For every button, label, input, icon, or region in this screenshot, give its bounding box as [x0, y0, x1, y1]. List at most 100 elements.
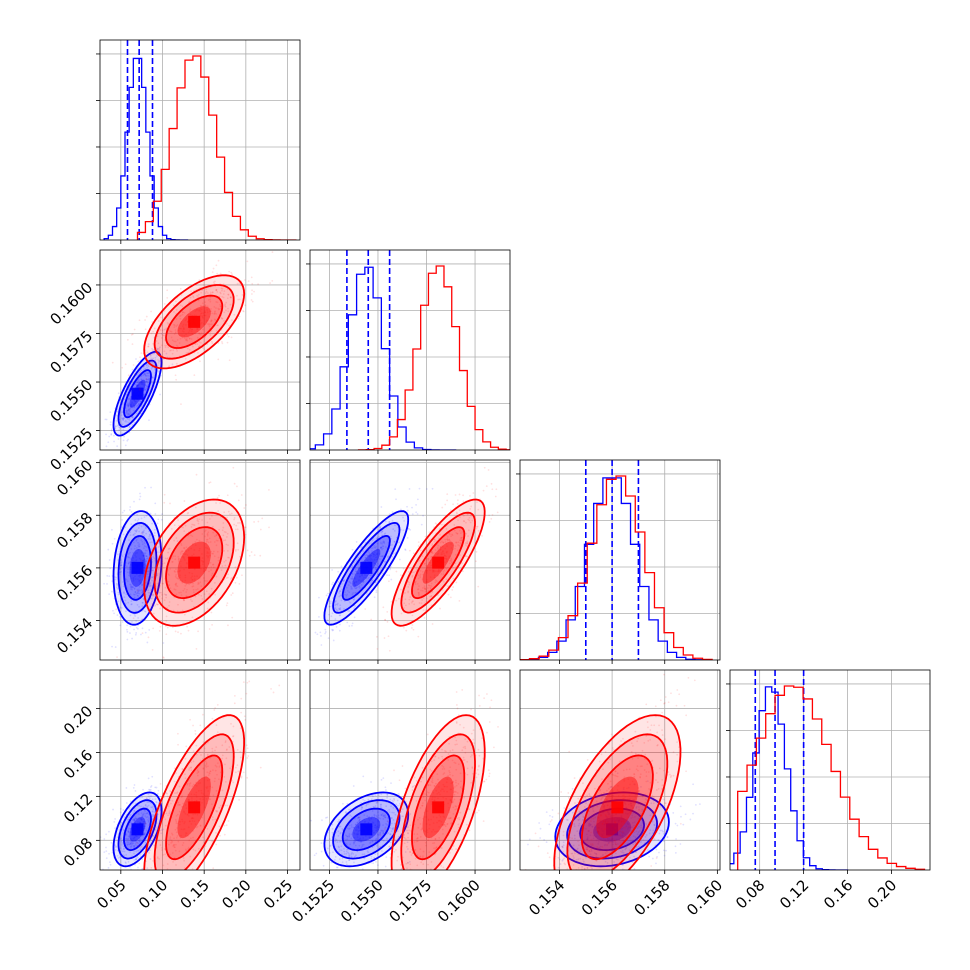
scatter-point: [129, 843, 132, 846]
scatter-point: [129, 563, 132, 566]
scatter-point: [123, 435, 126, 438]
scatter-point: [454, 736, 457, 739]
scatter-point: [224, 780, 227, 783]
scatter-point: [411, 789, 414, 791]
scatter-point: [439, 793, 441, 796]
scatter-point: [137, 360, 140, 363]
scatter-point: [121, 555, 124, 558]
scatter-point: [200, 312, 203, 315]
scatter-point: [116, 587, 119, 590]
scatter-point: [156, 792, 159, 795]
scatter-point: [227, 335, 230, 338]
scatter-point: [215, 765, 218, 768]
scatter-point: [200, 305, 203, 308]
scatter-point: [146, 573, 149, 576]
scatter-point: [470, 781, 473, 784]
scatter-point: [141, 584, 143, 587]
scatter-point: [152, 342, 154, 345]
scatter-point: [197, 293, 200, 296]
scatter-point: [378, 558, 381, 560]
scatter-point: [380, 829, 383, 832]
scatter-point: [366, 574, 369, 577]
scatter-point: [332, 639, 335, 642]
scatter-point: [135, 405, 138, 408]
scatter-point: [431, 487, 434, 490]
scatter-point: [356, 572, 359, 575]
scatter-point: [145, 380, 148, 383]
scatter-point: [140, 805, 142, 808]
scatter-point: [174, 340, 177, 343]
scatter-point: [430, 550, 433, 553]
scatter-point: [145, 384, 148, 387]
scatter-point: [167, 346, 170, 349]
scatter-point: [453, 790, 456, 793]
scatter-point: [173, 340, 176, 343]
scatter-point: [368, 819, 371, 821]
scatter-point: [458, 529, 461, 532]
scatter-point: [187, 313, 190, 316]
scatter-point: [192, 591, 195, 594]
scatter-point: [403, 626, 405, 629]
scatter-point: [155, 559, 158, 562]
scatter-point: [242, 310, 245, 313]
scatter-point: [185, 550, 188, 553]
scatter-point: [337, 580, 340, 583]
scatter-point: [188, 337, 191, 340]
scatter-point: [200, 312, 202, 315]
scatter-point: [410, 854, 413, 856]
scatter-point: [150, 310, 152, 313]
scatter-point: [347, 851, 349, 854]
scatter-point: [470, 662, 472, 664]
scatter-point: [190, 769, 193, 771]
scatter-point: [146, 351, 149, 354]
scatter-point: [327, 592, 329, 595]
scatter-point: [174, 571, 176, 573]
scatter-point: [175, 583, 177, 586]
scatter-point: [132, 837, 135, 840]
scatter-point: [370, 798, 373, 801]
scatter-point: [396, 830, 399, 833]
scatter-point: [155, 603, 158, 606]
scatter-point: [177, 631, 179, 634]
scatter-point: [230, 594, 233, 596]
scatter-point: [436, 792, 439, 795]
scatter-point: [449, 555, 452, 558]
scatter-point: [399, 796, 402, 799]
scatter-point: [399, 528, 402, 531]
scatter-point: [230, 336, 233, 339]
scatter-point: [433, 574, 436, 577]
scatter-point: [195, 799, 198, 802]
scatter-point: [336, 609, 339, 612]
scatter-point: [149, 353, 152, 356]
scatter-point: [127, 561, 130, 564]
scatter-point: [152, 627, 155, 630]
scatter-point: [325, 816, 327, 819]
scatter-point: [240, 494, 243, 496]
scatter-point: [144, 380, 147, 383]
scatter-point: [449, 509, 452, 512]
scatter-point: [423, 585, 426, 588]
scatter-point: [211, 563, 214, 566]
scatter-point: [137, 817, 140, 819]
scatter-point: [331, 628, 333, 631]
scatter-point: [430, 555, 433, 558]
scatter-point: [158, 809, 160, 812]
scatter-point: [452, 566, 454, 569]
scatter-point: [151, 806, 153, 809]
scatter-point: [364, 554, 366, 557]
scatter-point: [177, 555, 180, 558]
scatter-point: [189, 313, 192, 316]
scatter-point: [369, 554, 372, 557]
histogram-red: [357, 265, 510, 450]
scatter-point: [118, 426, 121, 429]
scatter-point: [124, 602, 127, 605]
scatter-point: [337, 820, 339, 823]
scatter-point: [397, 855, 399, 858]
scatter-point: [116, 614, 119, 616]
scatter-point: [141, 379, 144, 382]
scatter-point: [132, 416, 134, 418]
scatter-point: [181, 885, 183, 887]
scatter-point: [126, 838, 129, 840]
scatter-point: [137, 378, 140, 381]
scatter-point: [314, 631, 317, 634]
